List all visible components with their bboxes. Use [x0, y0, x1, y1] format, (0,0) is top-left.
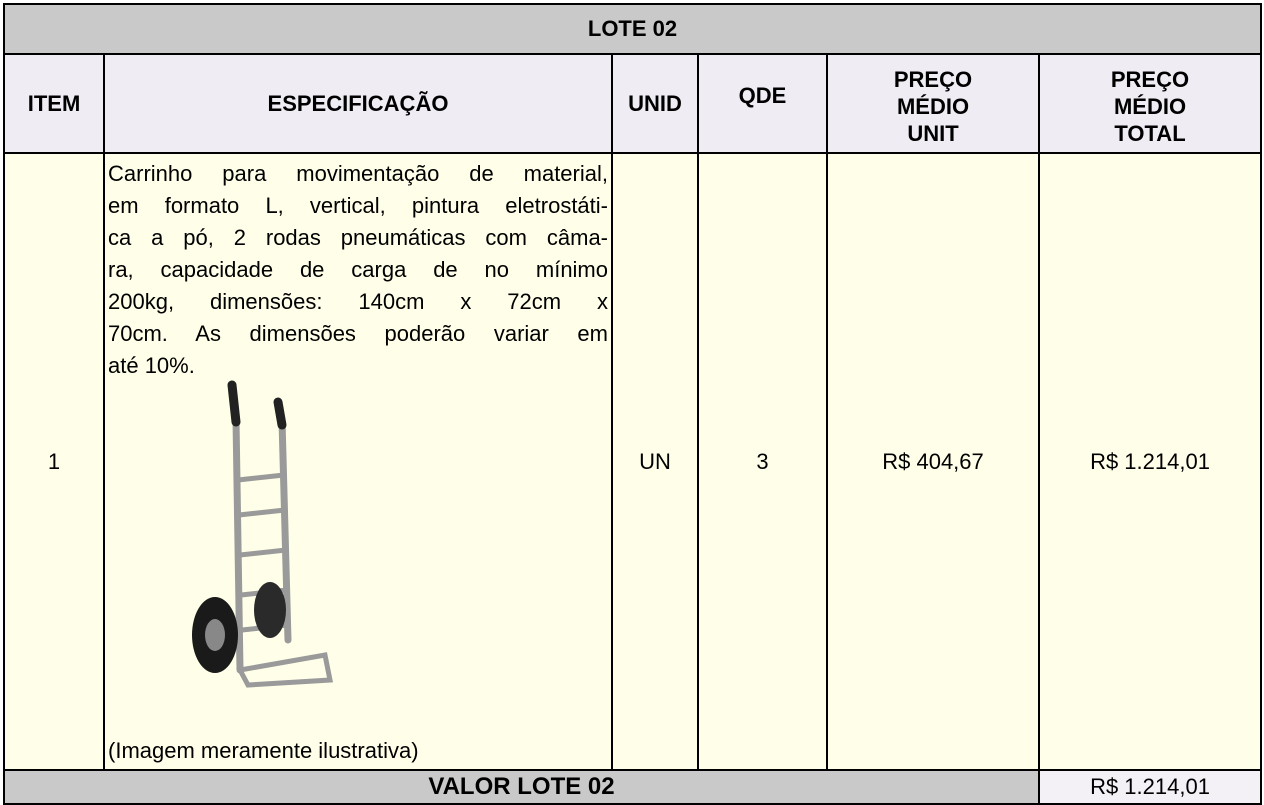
header-line: UNID [628, 90, 682, 116]
column-header: PREÇO MÉDIO TOTAL [1038, 53, 1262, 154]
unit-price-cell: R$ 404,67 [826, 152, 1040, 771]
unit-cell: UN [611, 152, 699, 771]
spec-line: até 10%. [108, 353, 195, 378]
header-line: MÉDIO [896, 94, 970, 119]
header-line: MÉDIO [1113, 94, 1187, 119]
item-cell: 1 [3, 152, 105, 771]
image-caption: (Imagem meramente ilustrativa) [108, 738, 419, 763]
column-header: UNID [611, 53, 699, 154]
header-line: PREÇO [1110, 67, 1190, 92]
spec-line: ca a pó, 2 rodas pneumáticas com câma- [108, 225, 608, 250]
lot-title-text: LOTE 02 [587, 16, 678, 41]
specification: Carrinho para movimentação de material, … [108, 158, 608, 382]
footer-label-text: VALOR LOTE 02 [428, 773, 615, 800]
column-header: PREÇO MÉDIO UNIT [826, 53, 1040, 154]
item-number: 1 [47, 448, 61, 474]
total-price-cell: R$ 1.214,01 [1038, 152, 1262, 771]
header-line: ITEM [27, 90, 81, 116]
lot-title: LOTE 02 [3, 3, 1262, 55]
spec-line: em formato L, vertical, pintura eletrost… [108, 193, 608, 218]
spec-line: ra, capacidade de carga de no mínimo [108, 257, 608, 282]
quantity: 3 [756, 448, 769, 474]
footer-value: R$ 1.214,01 [1038, 769, 1262, 805]
spec-line: 70cm. As dimensões poderão variar em [108, 321, 608, 346]
hand-truck-image [192, 380, 334, 688]
unit: UN [639, 448, 671, 474]
header-line: ESPECIFICAÇÃO [267, 90, 449, 116]
header-line: UNIT [907, 121, 959, 146]
spec-line: 200kg, dimensões: 140cm x 72cm x [108, 289, 608, 314]
column-header: ITEM [3, 53, 105, 154]
header-line: QDE [738, 83, 787, 108]
total-price: R$ 1.214,01 [1090, 448, 1210, 474]
spec-cell [103, 152, 613, 771]
column-header: ESPECIFICAÇÃO [103, 53, 613, 154]
header-line: TOTAL [1114, 121, 1186, 146]
unit-price: R$ 404,67 [882, 448, 984, 474]
footer-label: VALOR LOTE 02 [3, 769, 1040, 805]
footer-value-text: R$ 1.214,01 [1090, 774, 1210, 799]
quantity-cell: 3 [697, 152, 828, 771]
header-line: PREÇO [893, 67, 973, 92]
spec-line: Carrinho para movimentação de material, [108, 161, 608, 186]
column-header: QDE [697, 53, 828, 154]
